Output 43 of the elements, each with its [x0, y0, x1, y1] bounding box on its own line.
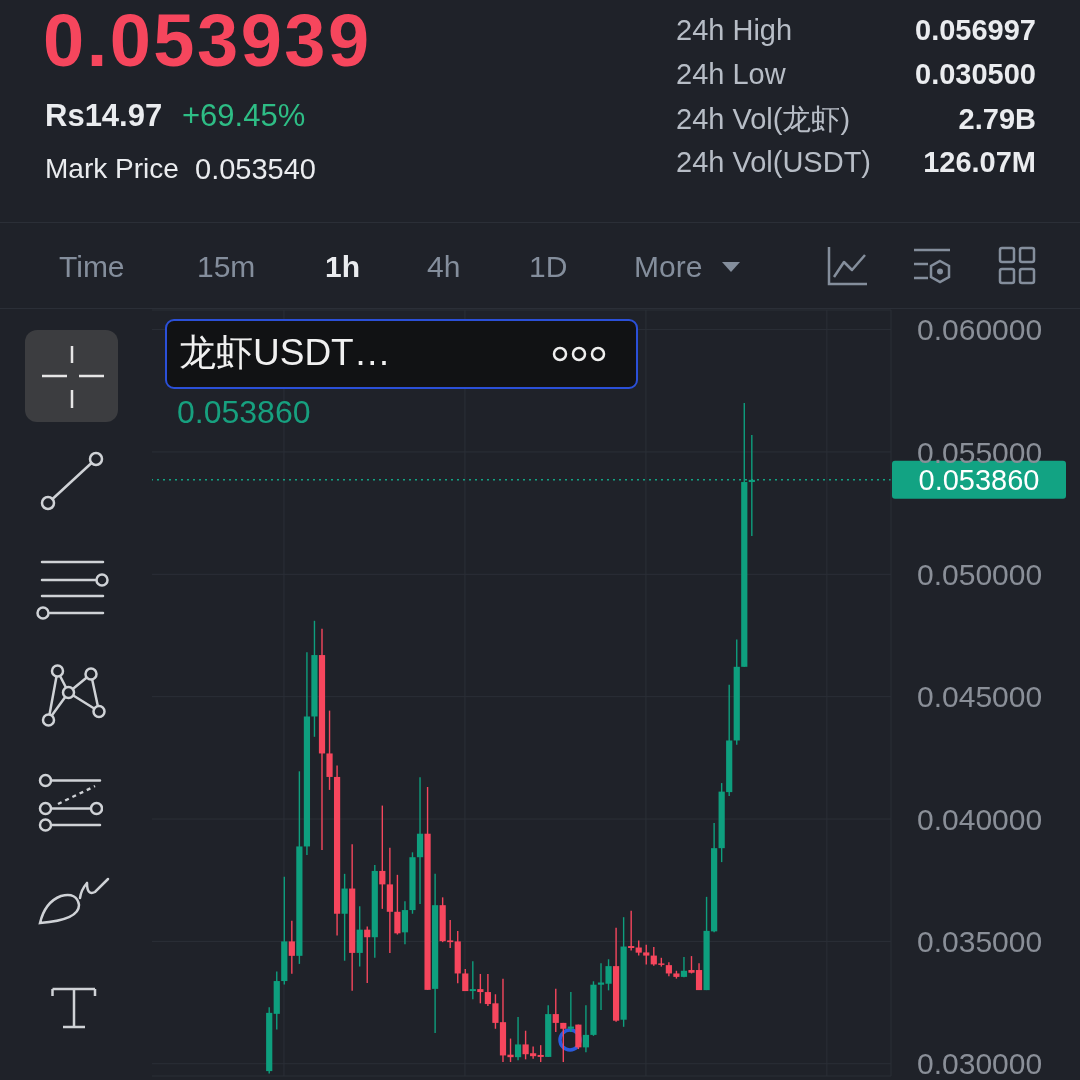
- text: 2.79B: [958, 102, 1036, 136]
- candlestick: [575, 1023, 582, 1050]
- candlestick: [288, 920, 295, 975]
- candlestick: [507, 1037, 514, 1063]
- text: More: [634, 250, 703, 284]
- text: 24h Vol(龙虾): [676, 102, 851, 136]
- y-tick-label: 0.040000: [917, 802, 1043, 836]
- text: Rs14.97: [45, 97, 163, 133]
- text: 0.053540: [195, 152, 316, 186]
- text: 24h Vol(USDT): [676, 145, 872, 179]
- text: 15m: [197, 250, 256, 284]
- annotation: 龙虾USDT…: [179, 332, 391, 374]
- y-tick-label: 0.045000: [917, 680, 1043, 714]
- text: 0.030500: [915, 57, 1036, 91]
- candlestick: [477, 973, 484, 1005]
- candlestick: [560, 1022, 567, 1063]
- text: 24h High: [676, 13, 793, 47]
- text: Mark Price: [45, 153, 179, 186]
- text: Time: [59, 250, 125, 284]
- y-tick-label: 0.035000: [917, 925, 1043, 959]
- text: 1h: [325, 250, 361, 284]
- y-tick-label: 0.030000: [917, 1047, 1043, 1080]
- candlestick: [379, 804, 386, 910]
- text: 1D: [529, 250, 568, 284]
- text: 24h Low: [676, 57, 786, 91]
- candlestick: [552, 987, 559, 1033]
- candlestick: [394, 874, 401, 936]
- candlestick: [628, 910, 635, 952]
- candlestick: [401, 900, 409, 946]
- y-tick-label: 0.050000: [917, 557, 1043, 591]
- annotation: 0.053860: [177, 394, 311, 431]
- y-tick-label: 0.060000: [917, 313, 1043, 347]
- candlestick: [356, 905, 363, 968]
- candlestick: [469, 960, 476, 1000]
- candlestick: [582, 1004, 590, 1053]
- candlestick: [514, 1016, 522, 1062]
- text: +69.45%: [182, 97, 306, 133]
- candlestick: [416, 776, 424, 905]
- text: 0.056997: [915, 13, 1036, 47]
- candlestick: [326, 709, 333, 791]
- text: 126.07M: [923, 145, 1036, 179]
- chart-title: 0.053939: [43, 0, 372, 83]
- text: 4h: [427, 250, 461, 284]
